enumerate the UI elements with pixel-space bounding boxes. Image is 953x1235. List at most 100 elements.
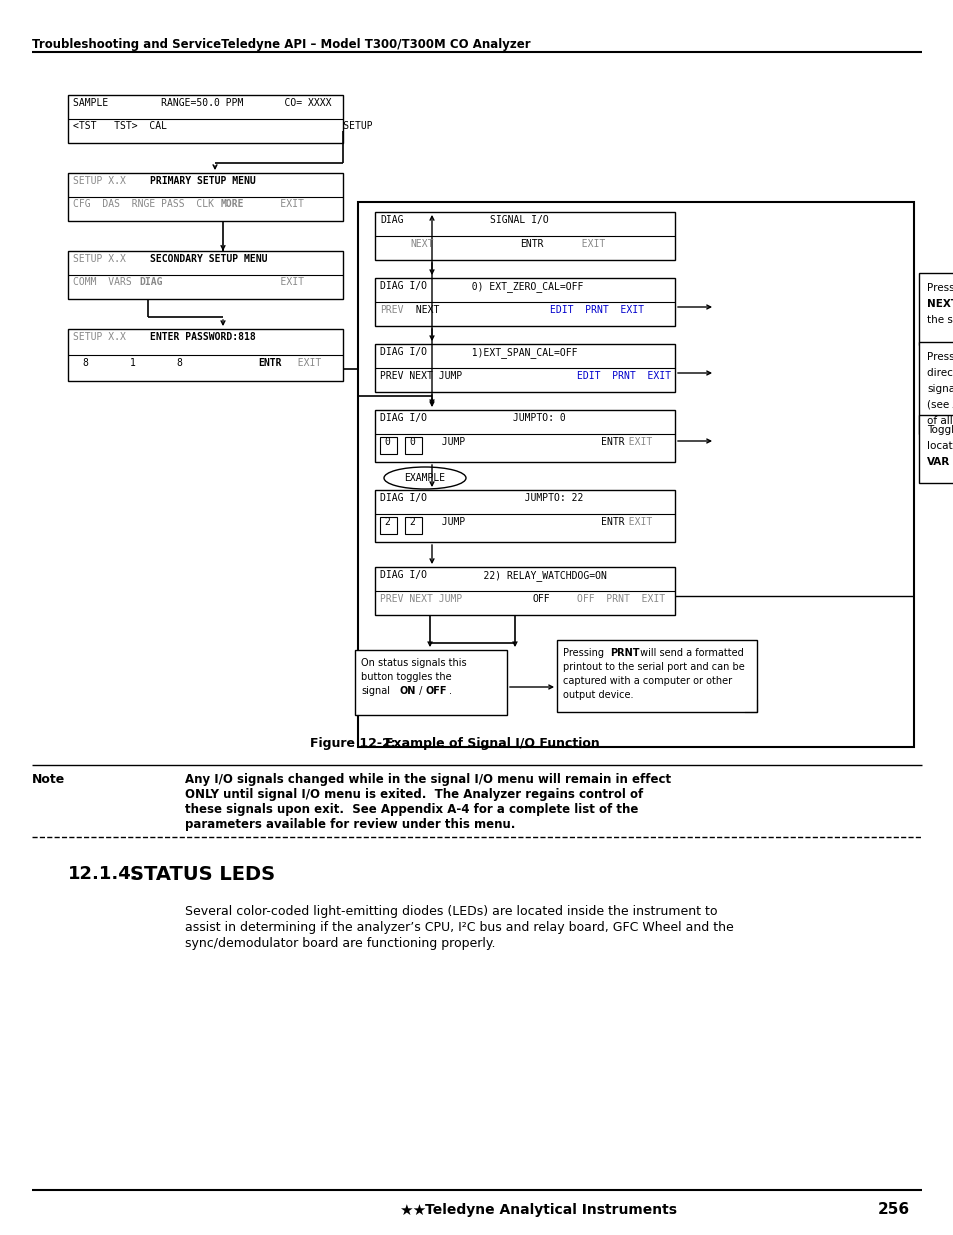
Text: ENTR: ENTR bbox=[559, 437, 624, 447]
Text: 12.1.4.: 12.1.4. bbox=[68, 864, 138, 883]
Text: Note: Note bbox=[32, 773, 65, 785]
Text: will send a formatted: will send a formatted bbox=[637, 648, 743, 658]
Text: assist in determining if the analyzer’s CPU, I²C bus and relay board, GFC Wheel : assist in determining if the analyzer’s … bbox=[185, 921, 733, 934]
Text: 0) EXT_ZERO_CAL=OFF: 0) EXT_ZERO_CAL=OFF bbox=[459, 282, 583, 291]
Text: location No. of the: location No. of the bbox=[926, 441, 953, 451]
Text: OFF: OFF bbox=[426, 685, 447, 697]
Text: DIAG: DIAG bbox=[139, 277, 162, 287]
Text: captured with a computer or other: captured with a computer or other bbox=[562, 676, 731, 685]
Text: directly to a specific: directly to a specific bbox=[926, 368, 953, 378]
Text: <TST   TST>  CAL                              SETUP: <TST TST> CAL SETUP bbox=[73, 121, 373, 131]
Text: Press: Press bbox=[926, 352, 953, 362]
Bar bbox=[379, 517, 396, 534]
Bar bbox=[405, 517, 421, 534]
Text: EXIT: EXIT bbox=[617, 437, 652, 447]
Text: SAMPLE         RANGE=50.0 PPM       CO= XXXX: SAMPLE RANGE=50.0 PPM CO= XXXX bbox=[73, 98, 331, 107]
Text: Toggle to set: Toggle to set bbox=[926, 425, 953, 435]
Text: PRNT: PRNT bbox=[609, 648, 639, 658]
Text: EXAMPLE: EXAMPLE bbox=[404, 473, 445, 483]
Text: STATUS LEDS: STATUS LEDS bbox=[130, 864, 274, 884]
Text: printout to the serial port and can be: printout to the serial port and can be bbox=[562, 662, 744, 672]
Text: DIAG I/O: DIAG I/O bbox=[379, 571, 427, 580]
Text: ENTR: ENTR bbox=[519, 240, 543, 249]
Text: ★★: ★★ bbox=[399, 1203, 426, 1218]
Text: Troubleshooting and ServiceTeledyne API – Model T300/T300M CO Analyzer: Troubleshooting and ServiceTeledyne API … bbox=[32, 38, 530, 51]
Text: 0: 0 bbox=[409, 437, 415, 447]
Bar bbox=[375, 490, 675, 542]
Text: signal: signal bbox=[926, 384, 953, 394]
Text: EDIT  PRNT  EXIT: EDIT PRNT EXIT bbox=[550, 305, 643, 315]
Text: sync/demodulator board are functioning properly.: sync/demodulator board are functioning p… bbox=[185, 937, 495, 950]
Text: PREV NEXT JUMP: PREV NEXT JUMP bbox=[379, 594, 462, 604]
Bar bbox=[68, 173, 343, 221]
Text: COMM  VARS: COMM VARS bbox=[73, 277, 143, 287]
Text: Pressing: Pressing bbox=[562, 648, 606, 658]
Text: MORE: MORE bbox=[221, 199, 244, 209]
Text: 8       1       8: 8 1 8 bbox=[83, 358, 183, 368]
Text: of all: of all bbox=[926, 416, 953, 426]
Text: EXIT: EXIT bbox=[569, 240, 604, 249]
Text: JUMPTO: 22: JUMPTO: 22 bbox=[459, 493, 583, 503]
Text: EXIT: EXIT bbox=[617, 517, 652, 527]
Text: EXIT: EXIT bbox=[163, 277, 304, 287]
Text: the signal types.: the signal types. bbox=[926, 315, 953, 325]
Bar bbox=[405, 437, 421, 454]
Text: PREV: PREV bbox=[379, 305, 403, 315]
Text: 256: 256 bbox=[877, 1203, 909, 1218]
Text: ONLY until signal I/O menu is exited.  The Analyzer regains control of: ONLY until signal I/O menu is exited. Th… bbox=[185, 788, 642, 802]
Text: JUMP: JUMP bbox=[430, 517, 465, 527]
Text: EXIT: EXIT bbox=[286, 358, 321, 368]
Bar bbox=[375, 410, 675, 462]
Bar bbox=[355, 650, 506, 715]
Text: Several color-coded light-emitting diodes (LEDs) are located inside the instrume: Several color-coded light-emitting diode… bbox=[185, 905, 717, 918]
Text: NEXT: NEXT bbox=[410, 240, 433, 249]
Text: parameters available for review under this menu.: parameters available for review under th… bbox=[185, 818, 515, 831]
Bar bbox=[375, 567, 675, 615]
Text: 1)EXT_SPAN_CAL=OFF: 1)EXT_SPAN_CAL=OFF bbox=[459, 347, 577, 358]
Text: DIAG I/O: DIAG I/O bbox=[379, 282, 427, 291]
Text: NEXT: NEXT bbox=[926, 299, 953, 309]
Bar bbox=[357, 203, 913, 747]
Bar bbox=[375, 345, 675, 391]
Bar bbox=[68, 251, 343, 299]
Text: JUMP: JUMP bbox=[430, 437, 465, 447]
Text: PRIMARY SETUP MENU: PRIMARY SETUP MENU bbox=[150, 177, 255, 186]
Text: to: to bbox=[950, 457, 953, 467]
Text: NEXT: NEXT bbox=[410, 305, 439, 315]
Text: ENTR: ENTR bbox=[559, 517, 624, 527]
Text: ON: ON bbox=[399, 685, 416, 697]
Text: ENTER PASSWORD:818: ENTER PASSWORD:818 bbox=[150, 332, 255, 342]
Text: DIAG I/O: DIAG I/O bbox=[379, 412, 427, 424]
Text: (see Appendix A for a list: (see Appendix A for a list bbox=[926, 400, 953, 410]
Bar bbox=[918, 273, 953, 345]
Text: Any I/O signals changed while in the signal I/O menu will remain in effect: Any I/O signals changed while in the sig… bbox=[185, 773, 670, 785]
Text: OFF  PRNT  EXIT: OFF PRNT EXIT bbox=[530, 594, 664, 604]
Text: 2: 2 bbox=[409, 517, 415, 527]
Text: Teledyne Analytical Instruments: Teledyne Analytical Instruments bbox=[424, 1203, 677, 1216]
Text: ENTR: ENTR bbox=[257, 358, 281, 368]
Text: output device.: output device. bbox=[562, 690, 633, 700]
Bar bbox=[918, 342, 953, 433]
Text: Figure 12-2:: Figure 12-2: bbox=[310, 737, 395, 750]
Text: 0: 0 bbox=[384, 437, 390, 447]
Text: SIGNAL I/O: SIGNAL I/O bbox=[490, 215, 548, 225]
Text: EDIT  PRNT  EXIT: EDIT PRNT EXIT bbox=[530, 370, 670, 382]
Bar bbox=[375, 212, 675, 261]
Text: 2: 2 bbox=[384, 517, 390, 527]
Text: these signals upon exit.  See Appendix A-4 for a complete list of the: these signals upon exit. See Appendix A-… bbox=[185, 803, 638, 816]
Text: /: / bbox=[416, 685, 425, 697]
Bar bbox=[918, 415, 953, 483]
Text: OFF: OFF bbox=[533, 594, 550, 604]
Text: DIAG: DIAG bbox=[379, 215, 403, 225]
Bar bbox=[68, 329, 343, 382]
Text: PREV NEXT JUMP: PREV NEXT JUMP bbox=[379, 370, 462, 382]
Text: JUMPTO: 0: JUMPTO: 0 bbox=[459, 412, 565, 424]
Text: On status signals this: On status signals this bbox=[360, 658, 466, 668]
Ellipse shape bbox=[384, 467, 465, 489]
Text: VAR: VAR bbox=[926, 457, 949, 467]
Bar bbox=[557, 640, 757, 713]
Text: signal: signal bbox=[360, 685, 390, 697]
Text: SECONDARY SETUP MENU: SECONDARY SETUP MENU bbox=[150, 254, 267, 264]
Text: DIAG I/O: DIAG I/O bbox=[379, 493, 427, 503]
Text: .: . bbox=[449, 685, 452, 697]
